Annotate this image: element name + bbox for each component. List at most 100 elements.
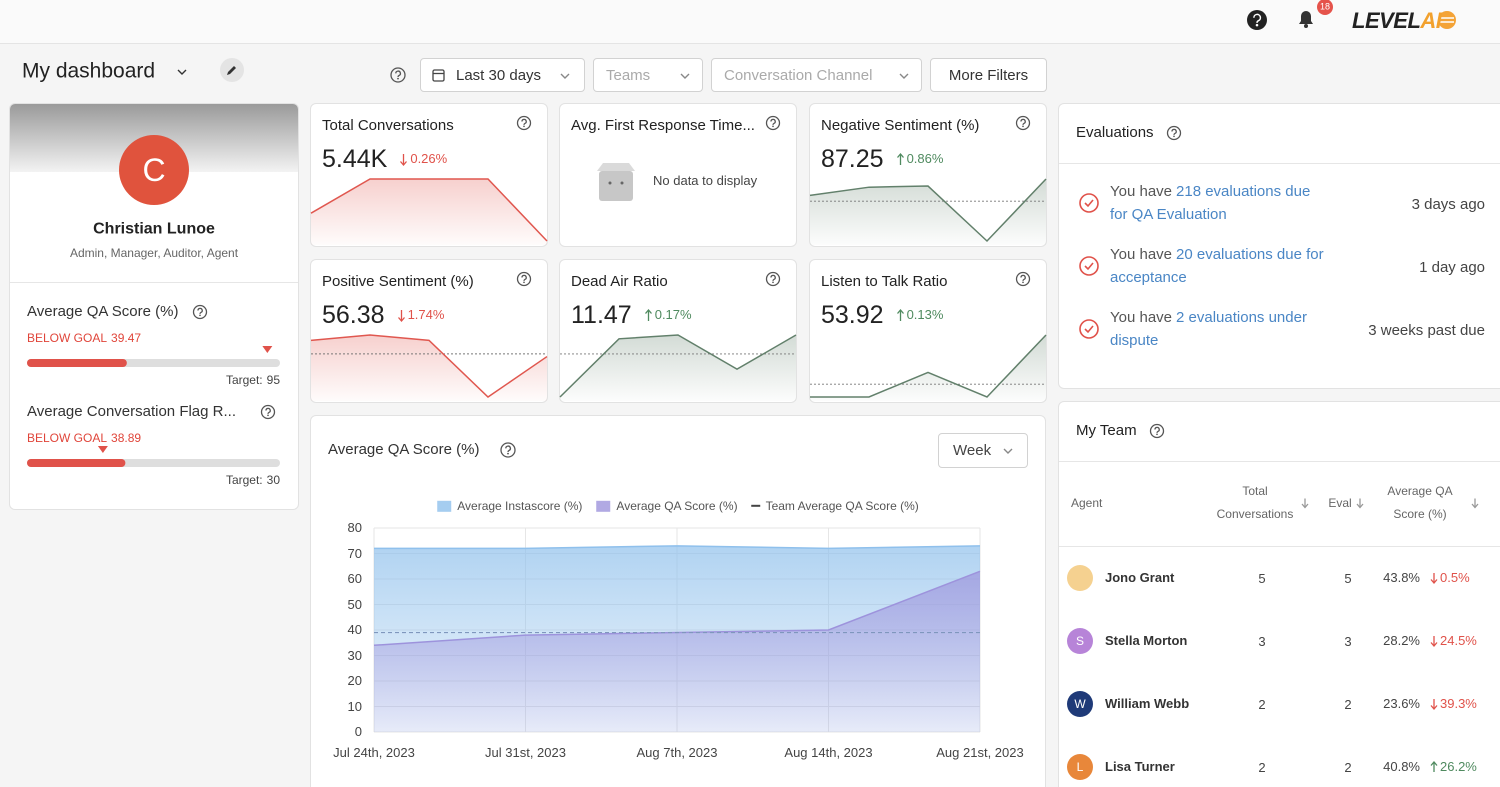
agent-avatar xyxy=(1067,691,1093,717)
date-range-filter[interactable]: Last 30 days xyxy=(420,58,585,92)
evaluation-text: You have 218 evaluations due for QA Evalu… xyxy=(1110,180,1328,226)
help-icon[interactable] xyxy=(516,115,532,131)
sparkline-area xyxy=(560,335,796,401)
help-icon[interactable] xyxy=(500,442,516,458)
column-header[interactable]: Eval xyxy=(1328,495,1352,510)
profile-name: Christian Lunoe xyxy=(93,220,215,238)
profile-avatar xyxy=(119,135,189,205)
eval-count: 2 xyxy=(1344,760,1352,776)
qa-score-change: 24.5% xyxy=(1440,633,1477,649)
more-filters-button[interactable]: More Filters xyxy=(930,58,1047,92)
kpi-value: 53.92 xyxy=(821,301,884,329)
eval-count: 5 xyxy=(1344,571,1352,587)
channel-filter[interactable]: Conversation Channel xyxy=(711,58,922,92)
help-circle xyxy=(516,115,532,131)
calendar-icon xyxy=(432,69,445,82)
teams-filter[interactable]: Teams xyxy=(593,58,703,92)
agent-avatar xyxy=(1067,565,1093,591)
no-data-text: No data to display xyxy=(653,173,758,189)
no-data-icon xyxy=(597,163,635,171)
sparkline-area xyxy=(810,335,1046,401)
evaluation-text: You have 20 evaluations due for acceptanc… xyxy=(1110,243,1328,289)
chevron xyxy=(1003,448,1013,454)
help-circle xyxy=(1015,115,1031,131)
help-glyph xyxy=(265,407,271,414)
help-glyph xyxy=(521,274,527,281)
help-icon[interactable] xyxy=(1166,125,1182,141)
chevron xyxy=(899,73,909,79)
card-title: Evaluations xyxy=(1076,124,1154,141)
help-glyph xyxy=(770,118,776,125)
pencil-icon xyxy=(227,66,236,75)
x-tick-label: Aug 7th, 2023 xyxy=(636,745,718,761)
help-icon[interactable] xyxy=(516,271,532,287)
evaluation-link[interactable]: 20 evaluations due for acceptance xyxy=(1110,246,1324,286)
help-circle xyxy=(1166,125,1182,141)
kpi-change: 0.86% xyxy=(896,151,943,167)
help-icon[interactable] xyxy=(1015,115,1031,131)
help-icon[interactable] xyxy=(1015,271,1031,287)
evaluation-time: 1 day ago xyxy=(1419,259,1485,276)
qa-score-change: 0.5% xyxy=(1440,570,1470,586)
arrow-head xyxy=(896,308,904,314)
kpi-card xyxy=(559,103,797,247)
evaluation-lead: You have xyxy=(1110,309,1173,326)
filter-label: Last 30 days xyxy=(456,66,542,84)
profile-roles: Admin, Manager, Auditor, Agent xyxy=(69,245,239,260)
agent-name: Stella Morton xyxy=(1105,633,1188,649)
help-icon[interactable] xyxy=(1247,10,1267,30)
help-dot xyxy=(397,77,399,80)
kpi-change: 0.13% xyxy=(896,307,943,323)
eval-count: 2 xyxy=(1344,697,1352,713)
evaluation-text: You have 2 evaluations under dispute xyxy=(1110,306,1328,352)
kpi-change: 0.17% xyxy=(644,307,692,323)
kpi-title: Dead Air Ratio xyxy=(571,273,668,290)
agent-avatar xyxy=(1067,628,1093,654)
qa-score-change: 39.3% xyxy=(1440,696,1477,712)
help-icon[interactable] xyxy=(1149,423,1165,439)
kpi-value-row: 87.25 0.86% xyxy=(821,144,943,174)
evaluation-link[interactable]: 218 evaluations due for QA Evaluation xyxy=(1110,183,1311,223)
period-dropdown[interactable]: Week xyxy=(938,433,1028,468)
bell-clapper xyxy=(1304,24,1308,28)
goal-target: Target: 30 xyxy=(226,473,280,487)
column-header[interactable]: Agent xyxy=(1071,495,1103,510)
no-data-icon xyxy=(608,181,612,185)
help-icon[interactable] xyxy=(390,67,406,83)
help-icon[interactable] xyxy=(260,404,276,420)
help-icon[interactable] xyxy=(765,115,781,131)
kpi-change: 1.74% xyxy=(397,307,445,323)
column-header[interactable]: Total Conversations xyxy=(1216,484,1294,521)
trend-arrow xyxy=(400,153,408,166)
bell-icon[interactable] xyxy=(1299,11,1313,24)
help-dot xyxy=(1156,433,1158,436)
y-tick-label: 30 xyxy=(347,647,362,663)
column-header[interactable]: Average QA Score (%) xyxy=(1387,484,1453,521)
filter-label: More Filters xyxy=(948,66,1029,84)
logo: LEVELAI xyxy=(1352,8,1442,34)
card-title: My Team xyxy=(1076,422,1137,439)
help-icon[interactable] xyxy=(765,271,781,287)
x-tick-label: Aug 14th, 2023 xyxy=(784,745,873,761)
help-glyph xyxy=(197,307,203,314)
kpi-value-row: 11.47 0.17% xyxy=(571,300,692,330)
kpi-change-text: 1.74% xyxy=(407,307,445,323)
help-glyph xyxy=(1020,118,1026,125)
help-circle xyxy=(500,442,516,458)
kpi-title: Negative Sentiment (%) xyxy=(821,117,980,134)
evaluation-link[interactable]: 2 evaluations under dispute xyxy=(1110,309,1307,349)
help-icon[interactable] xyxy=(192,304,208,320)
sparkline xyxy=(810,334,1047,398)
arrow-head xyxy=(1471,503,1479,509)
dashboard-title[interactable]: My dashboard xyxy=(22,59,156,83)
y-tick-label: 50 xyxy=(347,596,362,612)
goal-progress xyxy=(27,359,127,367)
goal-target: Target: 95 xyxy=(226,373,280,387)
divider xyxy=(1059,461,1500,462)
help-dot xyxy=(1173,135,1175,138)
evaluation-lead: You have xyxy=(1110,246,1173,263)
arrow-head xyxy=(644,308,652,314)
qa-score: 28.2% xyxy=(1383,633,1420,649)
help-dot xyxy=(523,125,525,128)
avatar-initial: C xyxy=(142,151,166,188)
